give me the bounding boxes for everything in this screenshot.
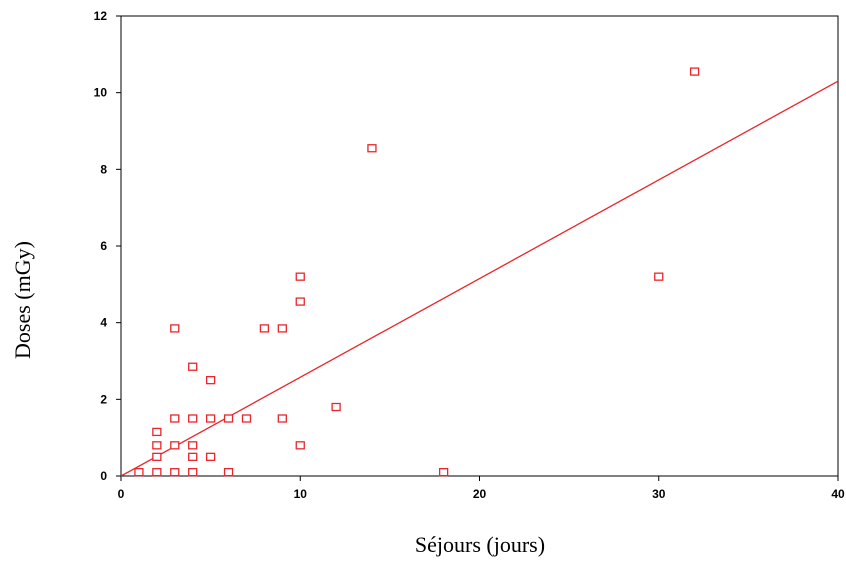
data-point: [205, 376, 216, 385]
data-point: [295, 297, 305, 306]
data-point: [277, 414, 287, 423]
data-point: [223, 414, 234, 423]
data-point: [295, 272, 305, 281]
data-point: [223, 468, 234, 477]
data-point: [205, 452, 216, 461]
y-tick-label: 8: [100, 162, 107, 176]
x-tick-label: 20: [473, 487, 487, 501]
data-point: [654, 272, 664, 281]
regression-line: [120, 80, 839, 477]
y-tick-label: 6: [100, 239, 107, 253]
data-point: [295, 441, 305, 450]
x-axis-title: Séjours (jours): [415, 532, 545, 557]
data-point: [689, 67, 700, 76]
x-tick-label: 30: [652, 487, 666, 501]
data-point: [241, 414, 252, 423]
data-point: [438, 468, 449, 477]
data-point: [188, 452, 198, 461]
data-point: [188, 362, 198, 371]
y-tick-label: 10: [94, 86, 108, 100]
x-tick-label: 0: [118, 487, 125, 501]
data-point: [170, 441, 180, 450]
data-point: [188, 414, 198, 423]
data-point: [188, 441, 198, 450]
x-tick-label: 10: [294, 487, 308, 501]
data-point: [188, 468, 198, 477]
data-point: [205, 414, 216, 423]
plot-border: [120, 15, 839, 477]
data-point: [152, 452, 162, 461]
data-point: [331, 402, 341, 412]
data-point: [170, 468, 180, 477]
fit-line-layer: [120, 80, 839, 477]
y-tick-label: 0: [100, 469, 107, 483]
x-tick-label: 40: [831, 487, 845, 501]
data-point: [259, 324, 270, 333]
y-tick-label: 12: [94, 9, 108, 23]
data-point: [170, 414, 180, 423]
plot-frame: [120, 15, 839, 477]
y-axis-title: Doses (mGy): [10, 241, 35, 359]
data-point: [277, 324, 287, 333]
data-point: [170, 324, 180, 333]
data-point: [152, 427, 162, 437]
x-axis-ticks: 0 10 20 30 40: [118, 476, 845, 501]
data-point: [152, 441, 162, 450]
y-tick-label: 4: [100, 316, 107, 330]
data-point: [134, 468, 144, 477]
data-point: [367, 144, 377, 153]
data-point: [152, 468, 162, 477]
y-tick-label: 2: [100, 392, 107, 406]
points-layer: [134, 67, 700, 477]
y-axis-ticks: 0 2 4 6 8 10 12: [94, 9, 121, 483]
